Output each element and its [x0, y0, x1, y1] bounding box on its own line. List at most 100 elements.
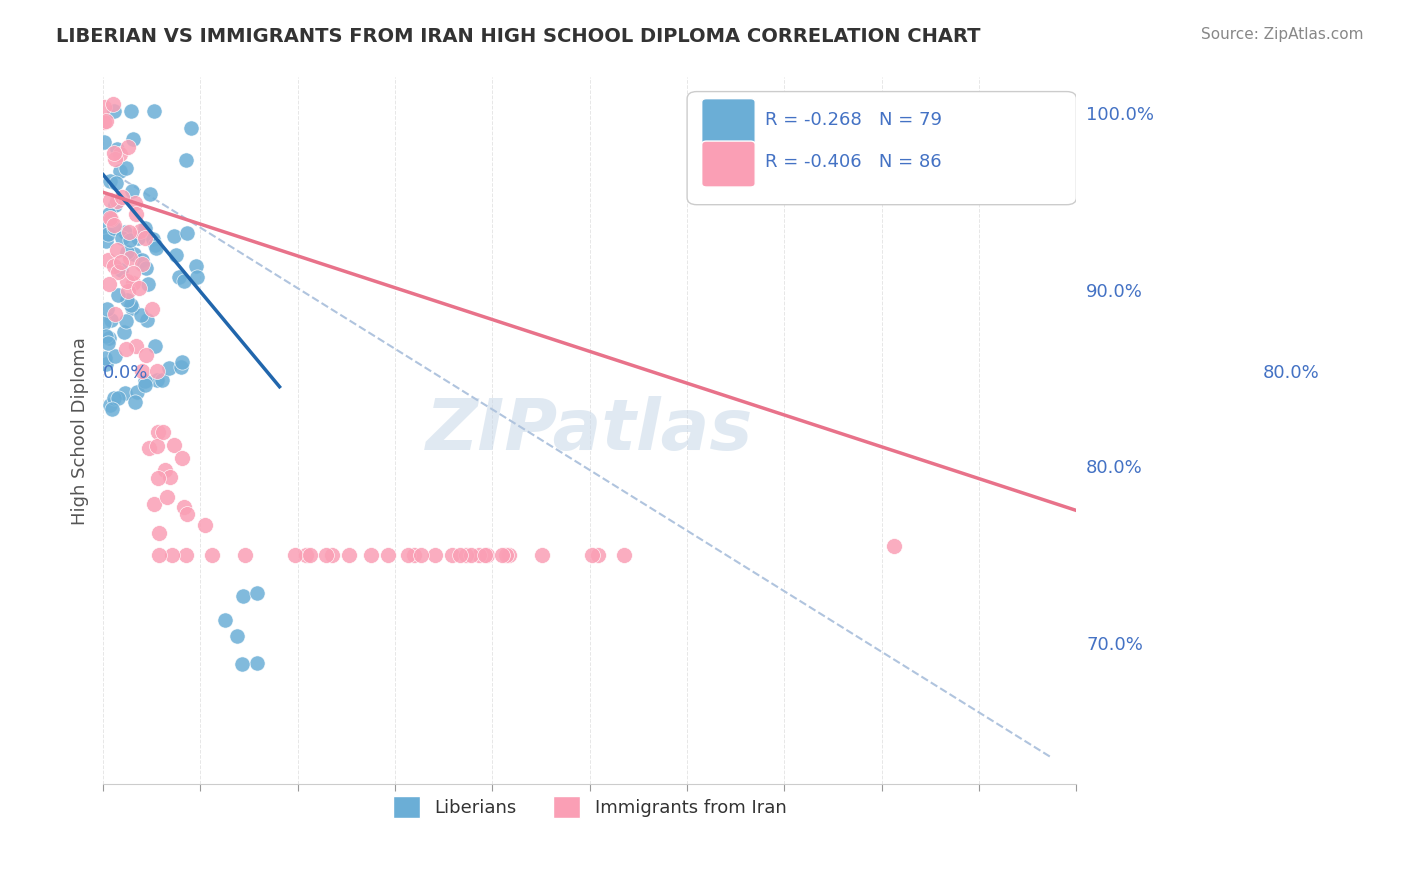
Point	[134, 374, 156, 388]
Point	[146, 471, 169, 485]
Point	[131, 257, 153, 271]
Point	[498, 548, 520, 562]
Point	[114, 386, 136, 401]
Point	[467, 548, 489, 562]
Point	[143, 103, 166, 118]
Point	[176, 226, 198, 240]
Text: 80.0%: 80.0%	[1263, 364, 1320, 382]
Point	[100, 211, 122, 226]
Text: R = -0.406   N = 86: R = -0.406 N = 86	[765, 153, 942, 171]
Point	[127, 231, 149, 245]
Point	[360, 548, 382, 562]
Point	[105, 176, 128, 190]
Point	[169, 360, 191, 375]
Point	[128, 280, 150, 294]
Point	[103, 218, 125, 232]
Point	[474, 548, 496, 562]
Point	[93, 115, 115, 129]
Point	[121, 301, 143, 315]
Point	[170, 355, 193, 369]
Point	[146, 364, 169, 378]
Point	[98, 173, 121, 187]
Point	[214, 613, 236, 627]
Point	[112, 325, 135, 339]
Point	[111, 190, 134, 204]
Point	[111, 231, 134, 245]
Point	[146, 439, 169, 453]
Point	[194, 518, 217, 533]
Point	[135, 260, 157, 275]
Point	[337, 548, 360, 562]
Point	[231, 657, 253, 672]
Point	[93, 316, 115, 330]
Point	[232, 590, 254, 604]
Point	[477, 548, 499, 562]
Point	[157, 360, 180, 375]
Point	[129, 308, 152, 322]
Point	[283, 548, 305, 562]
Point	[120, 103, 142, 118]
Point	[145, 238, 167, 252]
Point	[101, 97, 124, 112]
Point	[104, 349, 127, 363]
Point	[163, 229, 186, 244]
Point	[103, 221, 125, 235]
Point	[134, 231, 156, 245]
Point	[586, 548, 609, 562]
Point	[117, 284, 139, 298]
Point	[233, 548, 256, 562]
Point	[117, 293, 139, 308]
Point	[103, 259, 125, 273]
FancyBboxPatch shape	[702, 141, 755, 187]
Point	[315, 548, 337, 562]
Point	[98, 398, 121, 412]
Point	[163, 438, 186, 452]
Point	[135, 312, 157, 326]
Point	[96, 301, 118, 316]
Point	[104, 198, 127, 212]
FancyBboxPatch shape	[688, 92, 1077, 204]
Point	[136, 277, 159, 292]
Y-axis label: High School Diploma: High School Diploma	[72, 337, 89, 524]
Point	[460, 548, 482, 562]
Point	[531, 548, 554, 562]
Point	[110, 147, 132, 161]
Point	[121, 184, 143, 198]
Point	[110, 255, 132, 269]
Point	[93, 135, 115, 149]
Point	[127, 385, 149, 400]
Point	[93, 351, 115, 365]
Point	[396, 548, 419, 562]
Point	[246, 586, 269, 600]
Point	[105, 194, 128, 209]
Point	[107, 265, 129, 279]
Point	[409, 548, 432, 562]
Point	[93, 219, 115, 233]
Point	[321, 548, 343, 562]
Point	[165, 248, 187, 262]
Point	[491, 548, 513, 562]
Point	[107, 391, 129, 405]
Point	[148, 548, 170, 562]
Point	[145, 241, 167, 255]
FancyBboxPatch shape	[702, 99, 755, 145]
Point	[94, 114, 117, 128]
Point	[122, 132, 145, 146]
Point	[124, 394, 146, 409]
Point	[115, 245, 138, 260]
Point	[162, 548, 184, 562]
Point	[883, 539, 905, 553]
Point	[186, 270, 208, 285]
Point	[115, 274, 138, 288]
Point	[146, 425, 169, 439]
Point	[94, 357, 117, 371]
Point	[105, 142, 128, 156]
Point	[103, 391, 125, 405]
Point	[103, 145, 125, 160]
Point	[122, 266, 145, 280]
Point	[114, 343, 136, 357]
Point	[120, 298, 142, 312]
Text: R = -0.268   N = 79: R = -0.268 N = 79	[765, 111, 942, 128]
Point	[143, 338, 166, 352]
Point	[128, 224, 150, 238]
